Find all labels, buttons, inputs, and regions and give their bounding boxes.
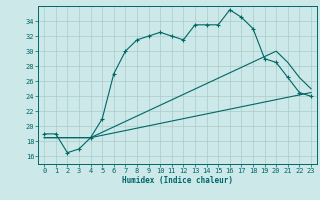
X-axis label: Humidex (Indice chaleur): Humidex (Indice chaleur) <box>122 176 233 185</box>
